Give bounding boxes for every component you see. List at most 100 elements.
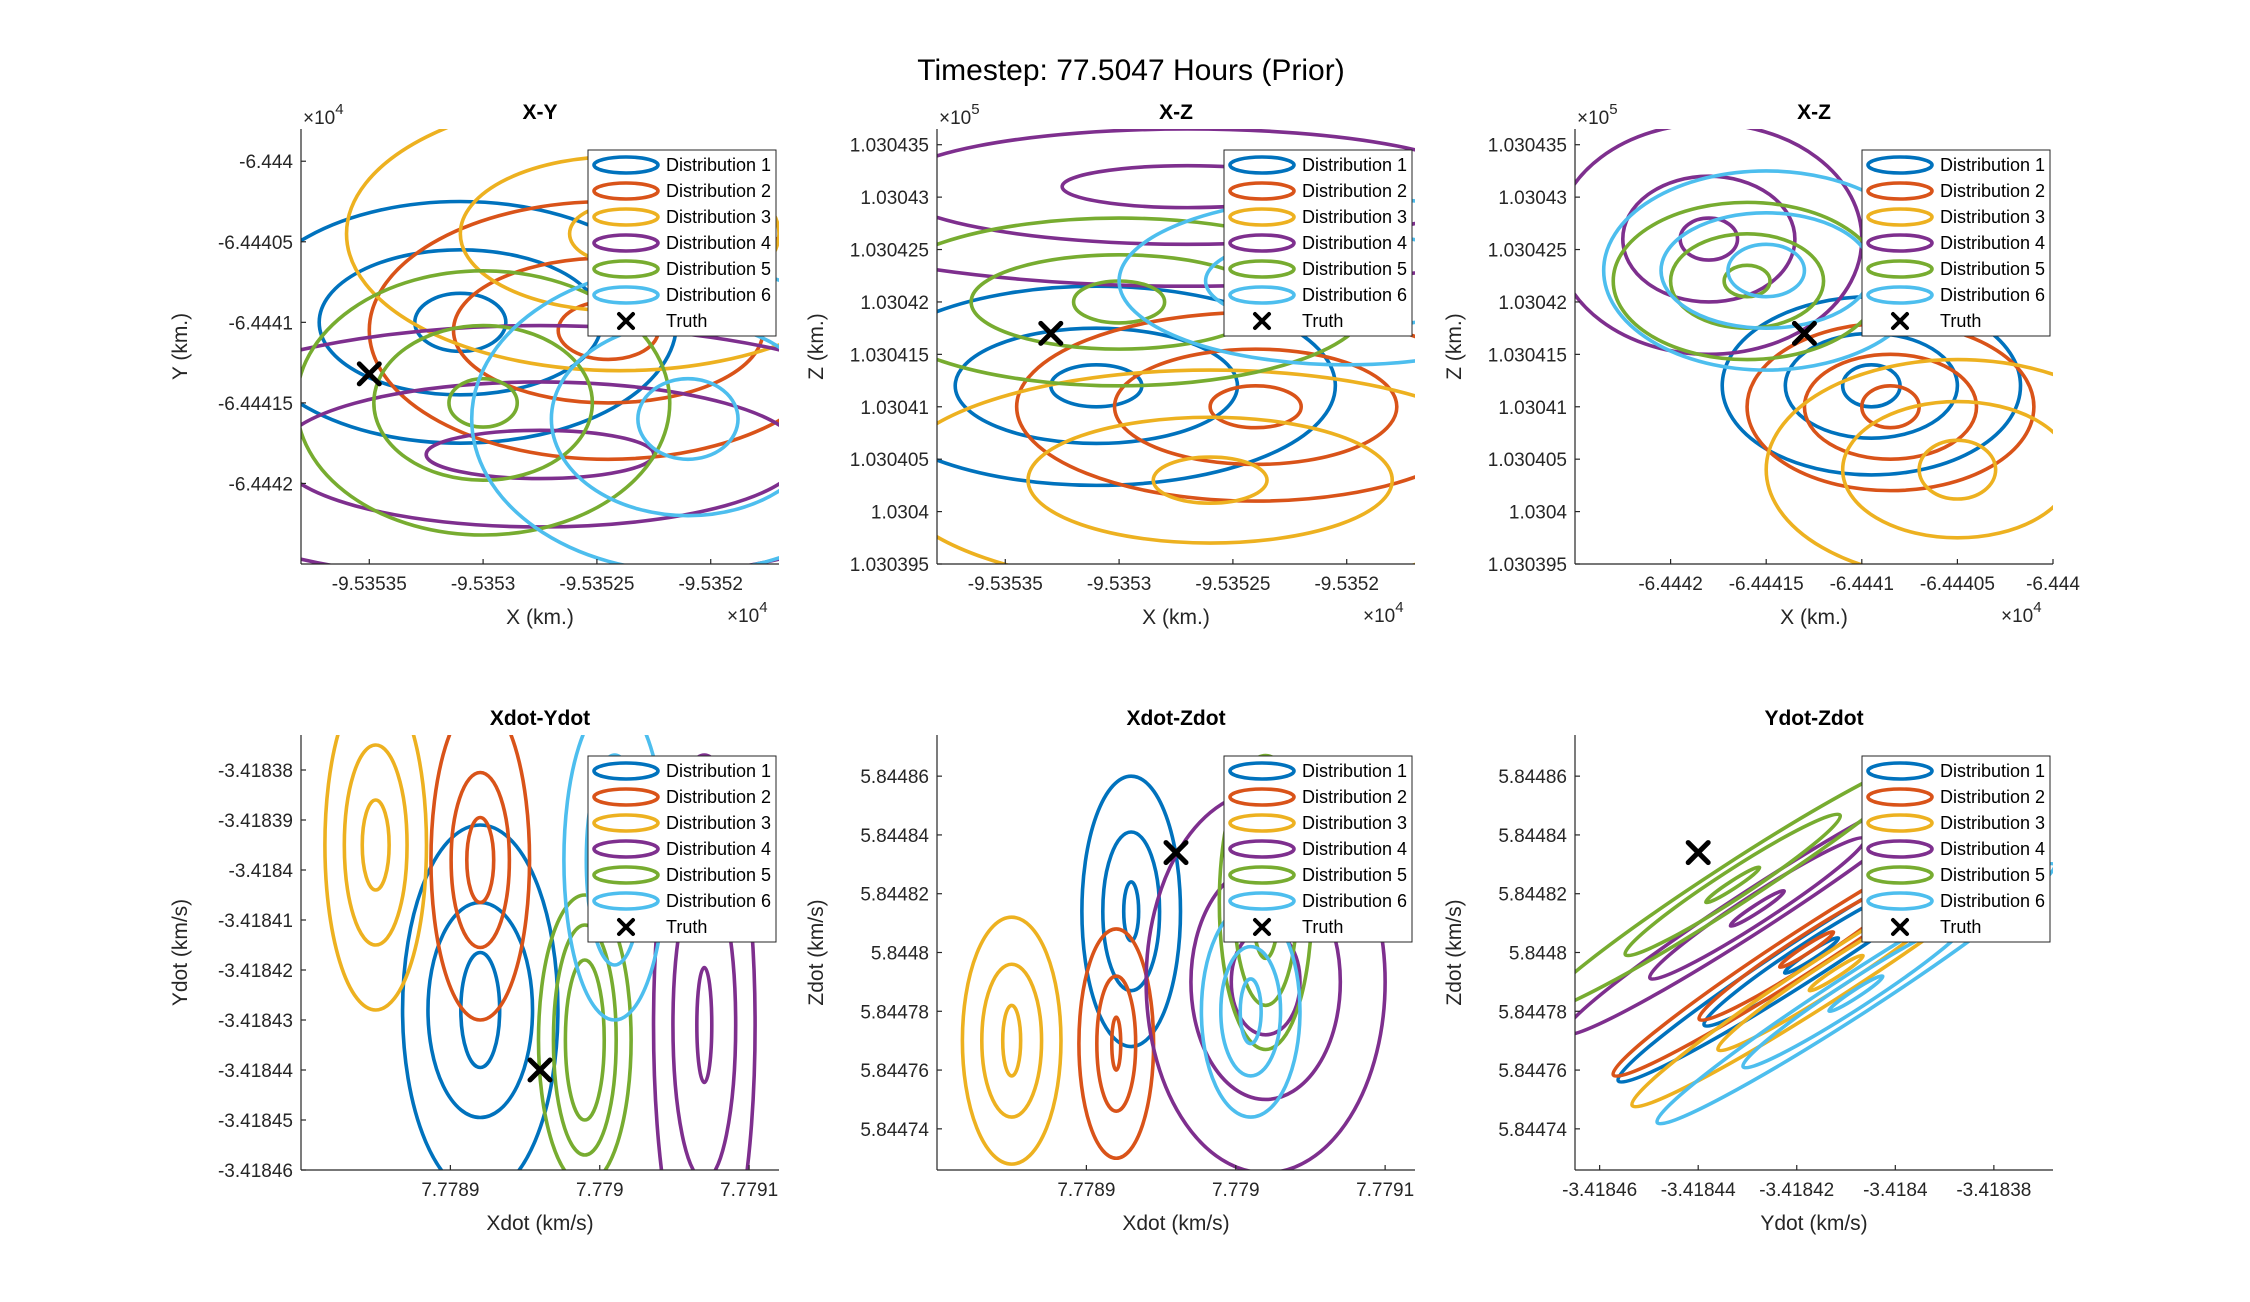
y-tick-label: -3.41844 <box>218 1061 293 1082</box>
legend-swatch <box>592 839 660 859</box>
legend-label: Distribution 1 <box>1940 155 2045 175</box>
x-tick-label: -9.53525 <box>559 574 634 595</box>
legend-label: Distribution 1 <box>666 155 771 175</box>
contour-ellipse <box>1238 977 1263 1046</box>
panel-title: Ydot-Zdot <box>1764 707 1863 730</box>
legend-swatch <box>592 285 660 305</box>
contour-ellipse <box>937 284 1338 488</box>
y-tick-label: 1.030415 <box>850 345 929 366</box>
x-tick-label: -6.4441 <box>1830 574 1894 595</box>
legend-swatch <box>1866 787 1934 807</box>
contour-ellipse <box>342 743 409 947</box>
x-tick-label: -3.41842 <box>1759 1180 1834 1201</box>
contour-ellipse <box>1840 399 2053 540</box>
legend-swatch <box>1228 233 1296 253</box>
legend-swatch <box>592 865 660 885</box>
contour-ellipse <box>636 376 740 462</box>
contour-ellipse <box>1728 888 1787 928</box>
legend-label: Distribution 1 <box>1302 155 1407 175</box>
x-tick-label: -6.4442 <box>1638 574 1702 595</box>
y-axis-label: Ydot (km/s) <box>169 899 192 1006</box>
contour-ellipse <box>1764 357 2053 564</box>
legend-swatch <box>1228 813 1296 833</box>
y-tick-label: -3.41845 <box>218 1111 293 1132</box>
x-tick-label: 7.7789 <box>1057 1180 1115 1201</box>
y-exponent-label: ×104 <box>303 101 344 129</box>
contour-ellipse <box>449 770 512 950</box>
contour-ellipse <box>372 323 595 483</box>
legend-swatch <box>1228 761 1296 781</box>
legend-label: Distribution 3 <box>1302 813 1407 833</box>
legend-label: Distribution 6 <box>1302 285 1407 305</box>
x-tick-label: -6.444 <box>2026 574 2080 595</box>
contour-ellipse <box>1777 930 1836 970</box>
contour-ellipse <box>1722 263 1772 299</box>
legend-label: Distribution 4 <box>666 839 771 859</box>
truth-marker <box>1685 840 1711 866</box>
legend-swatch <box>592 761 660 781</box>
contour-ellipse <box>1101 830 1162 993</box>
legend: Distribution 1 Distribution 2 Distribution… <box>1861 149 2051 337</box>
y-tick-label: 5.84482 <box>860 885 929 906</box>
legend-label: Distribution 5 <box>666 259 771 279</box>
legend-label: Distribution 3 <box>1302 207 1407 227</box>
panel-title: X-Z <box>1797 101 1831 124</box>
y-tick-label: -3.41838 <box>218 761 293 782</box>
x-tick-label: -9.53525 <box>1195 574 1270 595</box>
truth-marker <box>1038 320 1064 346</box>
contour-ellipse <box>1827 974 1885 1014</box>
legend-label: Truth <box>1302 311 1343 331</box>
legend-label: Truth <box>1940 311 1981 331</box>
legend-label: Distribution 2 <box>666 181 771 201</box>
y-tick-label: -3.41846 <box>218 1161 293 1182</box>
chart-panel: 7.7789 7.779 7.7791 -3.41838 -3.41839 -3.4184… <box>169 707 779 1235</box>
y-tick-label: 5.84484 <box>1498 826 1567 847</box>
legend: Distribution 1 Distribution 2 Distribution… <box>587 149 777 337</box>
legend-swatch <box>1866 891 1934 911</box>
legend-truth-marker <box>617 918 635 936</box>
legend-swatch <box>1866 181 1934 201</box>
panel-title: Xdot-Zdot <box>1126 707 1225 730</box>
y-tick-label: 5.84482 <box>1498 885 1567 906</box>
y-tick-label: -6.44415 <box>218 394 293 415</box>
x-tick-label: -3.41844 <box>1661 1180 1736 1201</box>
legend-truth-marker <box>617 312 635 330</box>
contour-ellipse <box>1726 242 1807 299</box>
contour-ellipse <box>360 798 391 892</box>
figure-title: Timestep: 77.5047 Hours (Prior) <box>917 54 1344 87</box>
legend-label: Distribution 3 <box>666 813 771 833</box>
legend-swatch <box>1228 865 1296 885</box>
legend-swatch <box>592 181 660 201</box>
x-axis-label: X (km.) <box>506 606 574 629</box>
legend-swatch <box>1866 839 1934 859</box>
legend-label: Distribution 5 <box>1302 259 1407 279</box>
legend-label: Distribution 3 <box>1940 813 2045 833</box>
x-tick-label: 7.779 <box>1212 1180 1260 1201</box>
y-tick-label: 5.84476 <box>860 1061 929 1082</box>
legend-swatch <box>592 891 660 911</box>
x-exponent-label: ×104 <box>2001 599 2042 627</box>
legend-swatch <box>592 813 660 833</box>
x-tick-label: 7.7791 <box>720 1180 778 1201</box>
legend-label: Distribution 6 <box>1940 285 2045 305</box>
legend-label: Truth <box>666 917 707 937</box>
contour-group <box>937 129 1415 564</box>
contour-ellipse <box>980 962 1044 1119</box>
chart-panel: 7.7789 7.779 7.7791 5.84474 5.84476 5.84478 5.… <box>805 707 1415 1235</box>
x-axis-label: X (km.) <box>1142 606 1210 629</box>
legend-swatch <box>1866 207 1934 227</box>
y-axis-label: Z (km.) <box>1443 313 1466 379</box>
y-tick-label: -6.4441 <box>229 313 293 334</box>
y-tick-label: -6.444 <box>239 152 293 173</box>
y-tick-label: -3.4184 <box>229 861 294 882</box>
contour-ellipse <box>1802 352 1979 461</box>
legend-swatch <box>1866 813 1934 833</box>
x-tick-label: -9.53535 <box>332 574 407 595</box>
contour-ellipse <box>1703 865 1762 905</box>
legend-label: Distribution 4 <box>1940 839 2045 859</box>
y-tick-label: -3.41843 <box>218 1011 293 1032</box>
contour-ellipse <box>937 368 1415 564</box>
y-tick-label: 1.03043 <box>860 188 929 209</box>
x-exponent-label: ×104 <box>727 599 768 627</box>
contour-ellipse <box>563 958 607 1122</box>
